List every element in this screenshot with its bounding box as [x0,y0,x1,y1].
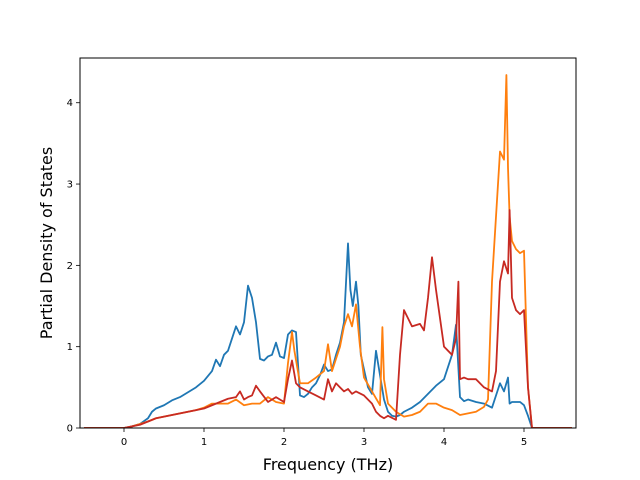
series-line-3 [84,209,572,428]
x-tick-label: 4 [441,437,447,448]
y-tick-label: 2 [67,261,73,272]
series-layer [84,74,572,428]
x-tick-label: 1 [201,437,207,448]
plot-frame [79,57,577,429]
x-tick-label: 2 [281,437,287,448]
y-tick-label: 0 [67,424,73,435]
x-tick-label: 5 [521,437,527,448]
x-tick-label: 0 [121,437,127,448]
y-tick-label: 3 [67,180,73,191]
y-axis-ticks: 0 1 2 3 4 [67,98,80,435]
y-tick-label: 4 [67,98,73,109]
x-tick-label: 3 [361,437,367,448]
y-axis-label: Partial Density of States [37,147,56,339]
x-axis-label: Frequency (THz) [263,455,393,474]
y-tick-label: 1 [67,342,73,353]
x-axis-ticks: 0 1 2 3 4 5 [121,428,527,448]
